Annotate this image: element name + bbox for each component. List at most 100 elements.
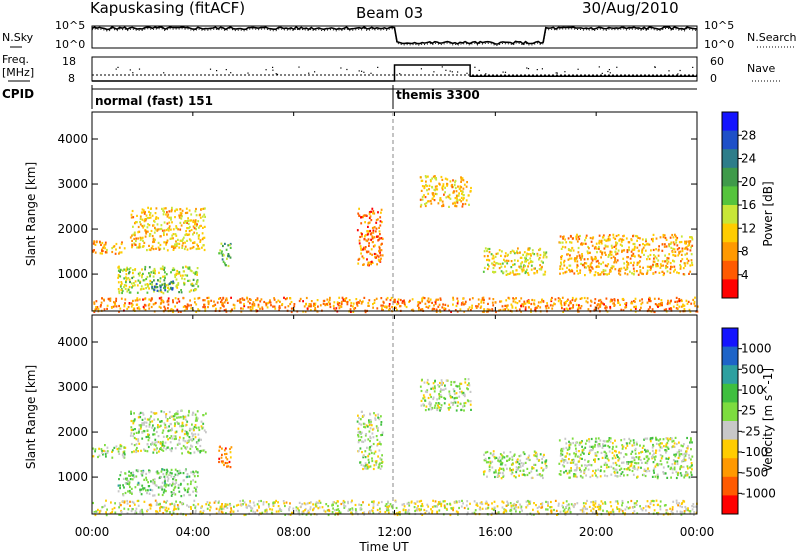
nave-point: [599, 66, 600, 67]
echo-cell: [138, 505, 140, 507]
echo-cell: [427, 300, 429, 302]
echo-cell: [157, 223, 159, 225]
echo-cell: [442, 188, 444, 190]
echo-cell: [196, 214, 198, 216]
echo-cell: [656, 443, 658, 445]
echo-cell: [617, 500, 619, 502]
echo-cell: [143, 242, 145, 244]
echo-cell: [181, 425, 183, 427]
echo-cell: [358, 208, 360, 210]
echo-cell: [672, 251, 674, 253]
echo-cell: [377, 211, 379, 213]
echo-cell: [621, 245, 623, 247]
echo-cell: [649, 244, 651, 246]
echo-cell: [436, 309, 438, 311]
echo-cell: [190, 483, 192, 485]
echo-cell: [486, 501, 488, 503]
nave-point: [442, 66, 443, 67]
echo-cell: [171, 472, 173, 474]
echo-cell: [607, 245, 609, 247]
echo-cell: [157, 217, 159, 219]
echo-cell: [177, 243, 179, 245]
echo-cell: [118, 281, 120, 283]
echo-cell: [500, 300, 502, 302]
echo-cell: [485, 247, 487, 249]
echo-cell: [688, 260, 690, 262]
echo-cell: [677, 308, 679, 310]
echo-cell: [281, 303, 283, 305]
echo-cell: [154, 221, 156, 223]
echo-cell: [547, 505, 549, 507]
echo-cell: [170, 217, 172, 219]
echo-cell: [662, 265, 664, 267]
echo-cell: [119, 271, 121, 273]
echo-cell: [186, 431, 188, 433]
echo-cell: [123, 494, 125, 496]
echo-cell: [441, 176, 443, 178]
echo-cell: [151, 427, 153, 429]
echo-cell: [141, 268, 143, 270]
echo-cell: [197, 220, 199, 222]
echo-cell: [177, 410, 179, 412]
echo-cell: [372, 510, 374, 512]
echo-cell: [148, 211, 150, 213]
echo-cell: [317, 507, 319, 509]
echo-cell: [659, 505, 661, 507]
echo-cell: [120, 504, 122, 506]
echo-cell: [381, 501, 383, 503]
echo-cell: [361, 301, 363, 303]
echo-cell: [320, 502, 322, 504]
echo-cell: [643, 458, 645, 460]
echo-cell: [430, 180, 432, 182]
echo-cell: [169, 503, 171, 505]
echo-cell: [528, 455, 530, 457]
echo-cell: [670, 300, 672, 302]
echo-cell: [131, 443, 133, 445]
echo-cell: [429, 185, 431, 187]
echo-cell: [191, 446, 193, 448]
echo-cell: [479, 508, 481, 510]
echo-cell: [584, 258, 586, 260]
echo-cell: [427, 506, 429, 508]
echo-cell: [591, 241, 593, 243]
echo-cell: [407, 512, 409, 514]
echo-cell: [692, 508, 694, 510]
echo-cell: [358, 504, 360, 506]
echo-cell: [140, 450, 142, 452]
echo-cell: [571, 257, 573, 259]
echo-cell: [340, 305, 342, 307]
echo-cell: [634, 444, 636, 446]
echo-cell: [498, 511, 500, 513]
echo-cell: [653, 453, 655, 455]
echo-cell: [494, 476, 496, 478]
echo-cell: [163, 491, 165, 493]
echo-cell: [379, 449, 381, 451]
echo-cell: [178, 443, 180, 445]
echo-cell: [119, 487, 121, 489]
echo-cell: [576, 255, 578, 257]
echo-cell: [592, 259, 594, 261]
echo-cell: [195, 219, 197, 221]
echo-cell: [616, 242, 618, 244]
echo-cell: [196, 223, 198, 225]
echo-cell: [463, 188, 465, 190]
echo-cell: [185, 274, 187, 276]
echo-cell: [574, 257, 576, 259]
echo-cell: [441, 396, 443, 398]
echo-cell: [142, 273, 144, 275]
echo-cell: [192, 233, 194, 235]
echo-cell: [357, 421, 359, 423]
echo-cell: [173, 489, 175, 491]
echo-cell: [199, 241, 201, 243]
echo-cell: [523, 463, 525, 465]
echo-cell: [658, 298, 660, 300]
echo-cell: [198, 427, 200, 429]
echo-cell: [136, 432, 138, 434]
echo-cell: [533, 303, 535, 305]
echo-cell: [642, 447, 644, 449]
echo-cell: [153, 272, 155, 274]
echo-cell: [545, 467, 547, 469]
echo-cell: [665, 265, 667, 267]
echo-cell: [642, 509, 644, 511]
echo-cell: [145, 473, 147, 475]
